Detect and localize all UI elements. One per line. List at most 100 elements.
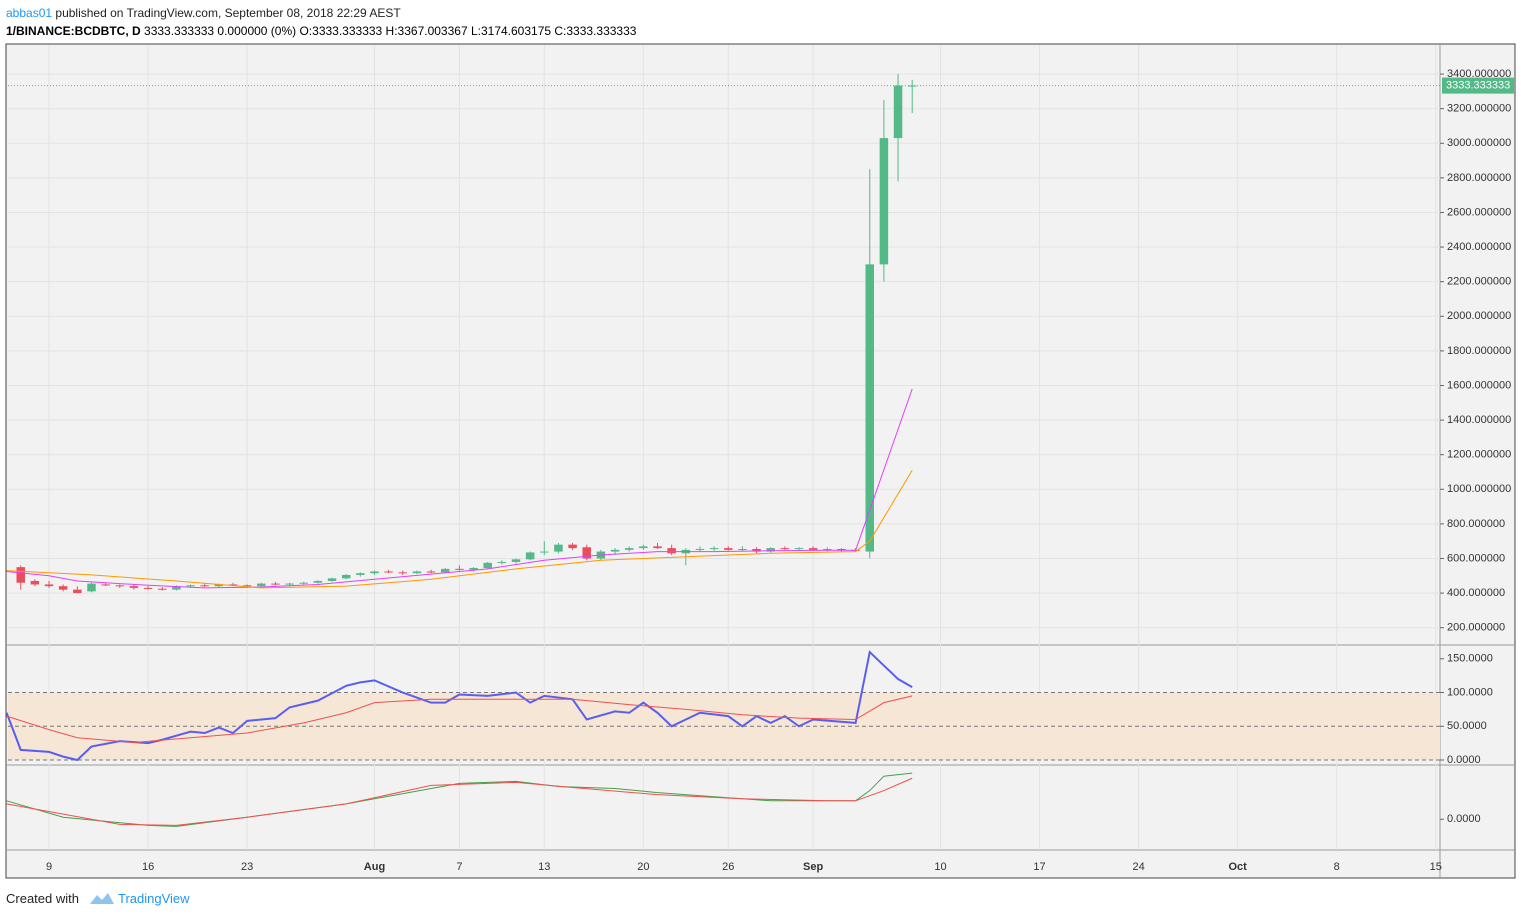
- y-tick-label: 1800.000000: [1447, 345, 1511, 357]
- y-tick-label: 100.0000: [1447, 686, 1493, 698]
- y-tick-label: 2400.000000: [1447, 241, 1511, 253]
- candle-body: [370, 571, 379, 574]
- author-link[interactable]: abbas01: [6, 6, 53, 20]
- created-with: Created with: [6, 891, 79, 906]
- y-tick-label: 400.000000: [1447, 587, 1505, 599]
- y-tick-label: 1600.000000: [1447, 379, 1511, 391]
- x-tick-label: Sep: [803, 861, 823, 873]
- candle-body: [313, 580, 323, 583]
- x-tick-label: 8: [1334, 861, 1340, 873]
- x-tick-label: Oct: [1228, 861, 1247, 873]
- x-tick-label: 7: [456, 861, 462, 873]
- candle-body: [624, 548, 634, 550]
- x-tick-label: 24: [1132, 861, 1144, 873]
- x-tick-label: 16: [142, 861, 154, 873]
- line: [6, 695, 913, 743]
- candle-body: [907, 85, 917, 87]
- candle-body: [455, 568, 464, 570]
- candle-body: [525, 552, 535, 560]
- header: abbas01 published on TradingView.com, Se…: [6, 4, 636, 40]
- x-tick-label: 17: [1033, 861, 1045, 873]
- candle-body: [823, 548, 832, 550]
- last-price-label: 3333.333333: [1446, 80, 1510, 92]
- footer: Created with TradingView: [6, 889, 190, 906]
- x-tick-label: 9: [46, 861, 52, 873]
- y-tick-label: 2600.000000: [1447, 206, 1511, 218]
- candle-body: [879, 138, 889, 265]
- candle-body: [200, 585, 209, 587]
- candle-body: [610, 549, 620, 552]
- candle-body: [214, 584, 224, 587]
- logo: [89, 893, 114, 904]
- candle-body: [384, 571, 393, 573]
- candle-body: [186, 585, 195, 587]
- quote: 3333.333333 0.000000 (0%) O:3333.333333 …: [144, 24, 637, 38]
- candle-body: [44, 584, 54, 587]
- y-tick-label: 150.0000: [1447, 653, 1493, 665]
- y-tick-label: 50.0000: [1447, 720, 1487, 732]
- y-tick-label: 2800.000000: [1447, 172, 1511, 184]
- candle-body: [794, 548, 804, 550]
- candle-body: [426, 571, 436, 573]
- candle-body: [157, 588, 167, 590]
- candle-body: [30, 580, 40, 585]
- x-tick-label: Aug: [364, 861, 385, 873]
- y-tick-label: 3400.000000: [1447, 68, 1511, 80]
- candle-body: [129, 586, 139, 588]
- candle-body: [58, 586, 68, 590]
- x-tick-label: 20: [637, 861, 649, 873]
- candle-body: [242, 585, 252, 587]
- x-tick-label: 10: [934, 861, 946, 873]
- candle-body: [398, 572, 408, 574]
- candle-body: [639, 546, 648, 549]
- candle-body: [724, 548, 733, 550]
- candle-body: [341, 574, 351, 579]
- line: [6, 772, 913, 827]
- y-tick-label: 0.0000: [1447, 754, 1481, 766]
- candle-body: [568, 544, 577, 549]
- y-tick-label: 1200.000000: [1447, 449, 1511, 461]
- candle-body: [483, 562, 492, 569]
- candle-body: [709, 548, 719, 550]
- candle-body: [540, 551, 549, 553]
- y-tick-label: 1000.000000: [1447, 483, 1511, 495]
- candle-body: [73, 589, 82, 594]
- candle-body: [738, 548, 747, 550]
- candle-body: [16, 567, 25, 583]
- x-tick-label: 13: [538, 861, 550, 873]
- candle-body: [667, 548, 676, 554]
- line: [6, 777, 913, 826]
- candle-body: [752, 548, 761, 552]
- last-price-tag: [1442, 77, 1514, 94]
- y-tick-label: 2200.000000: [1447, 276, 1511, 288]
- candle-body: [228, 584, 238, 586]
- candle-body: [554, 544, 563, 552]
- candle-body: [511, 559, 521, 562]
- candle-body: [299, 582, 308, 584]
- candle-body: [257, 583, 266, 587]
- candle-body: [440, 568, 450, 573]
- candle-body: [412, 571, 422, 574]
- candle-body: [865, 264, 874, 552]
- y-tick-label: 2000.000000: [1447, 310, 1511, 322]
- published: published on TradingView.com, September …: [55, 6, 401, 20]
- brand-link[interactable]: TradingView: [118, 891, 190, 906]
- candle-body: [172, 586, 181, 590]
- y-tick-label: 600.000000: [1447, 552, 1505, 564]
- candle-body: [497, 561, 507, 563]
- y-tick-label: 3200.000000: [1447, 103, 1511, 115]
- line: [6, 388, 913, 589]
- candle-body: [766, 548, 775, 552]
- candle-body: [327, 578, 337, 581]
- candle-body: [271, 583, 280, 585]
- line: [6, 470, 913, 589]
- candle-body: [653, 546, 662, 549]
- y-tick-label: 200.000000: [1447, 622, 1505, 634]
- candle-body: [893, 85, 903, 139]
- candle-body: [143, 587, 153, 589]
- y-tick-label: 1400.000000: [1447, 414, 1511, 426]
- candle-body: [285, 583, 294, 585]
- candle-body: [837, 548, 846, 550]
- candle-body: [101, 584, 110, 586]
